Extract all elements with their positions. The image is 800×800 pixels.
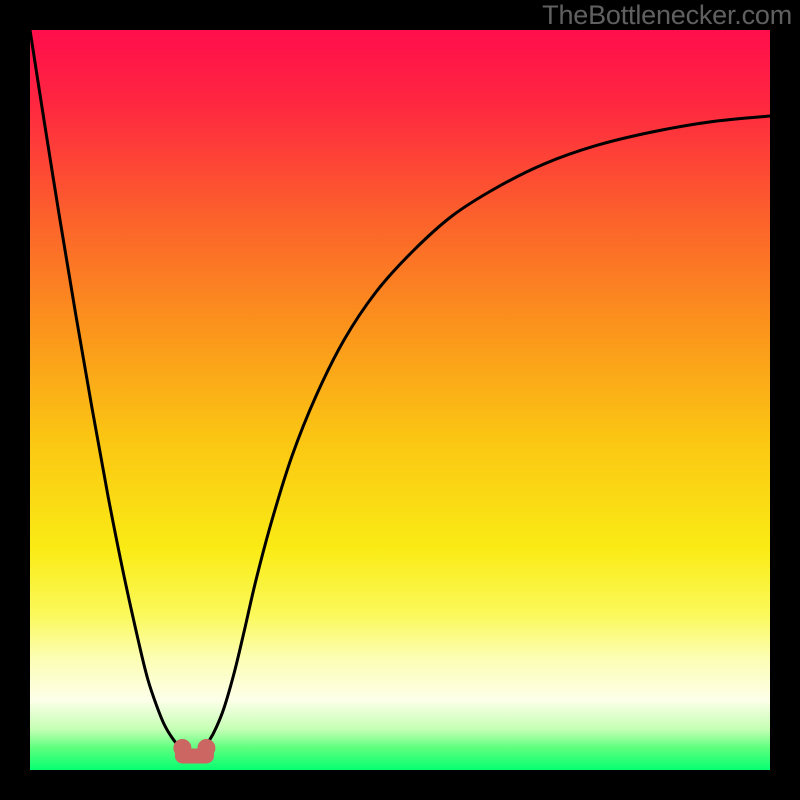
chart-container: TheBottlenecker.com xyxy=(0,0,800,800)
optimal-marker-dot xyxy=(173,739,191,757)
gradient-background xyxy=(30,30,770,770)
optimal-marker-dot xyxy=(197,739,215,757)
bottleneck-chart xyxy=(0,0,800,800)
